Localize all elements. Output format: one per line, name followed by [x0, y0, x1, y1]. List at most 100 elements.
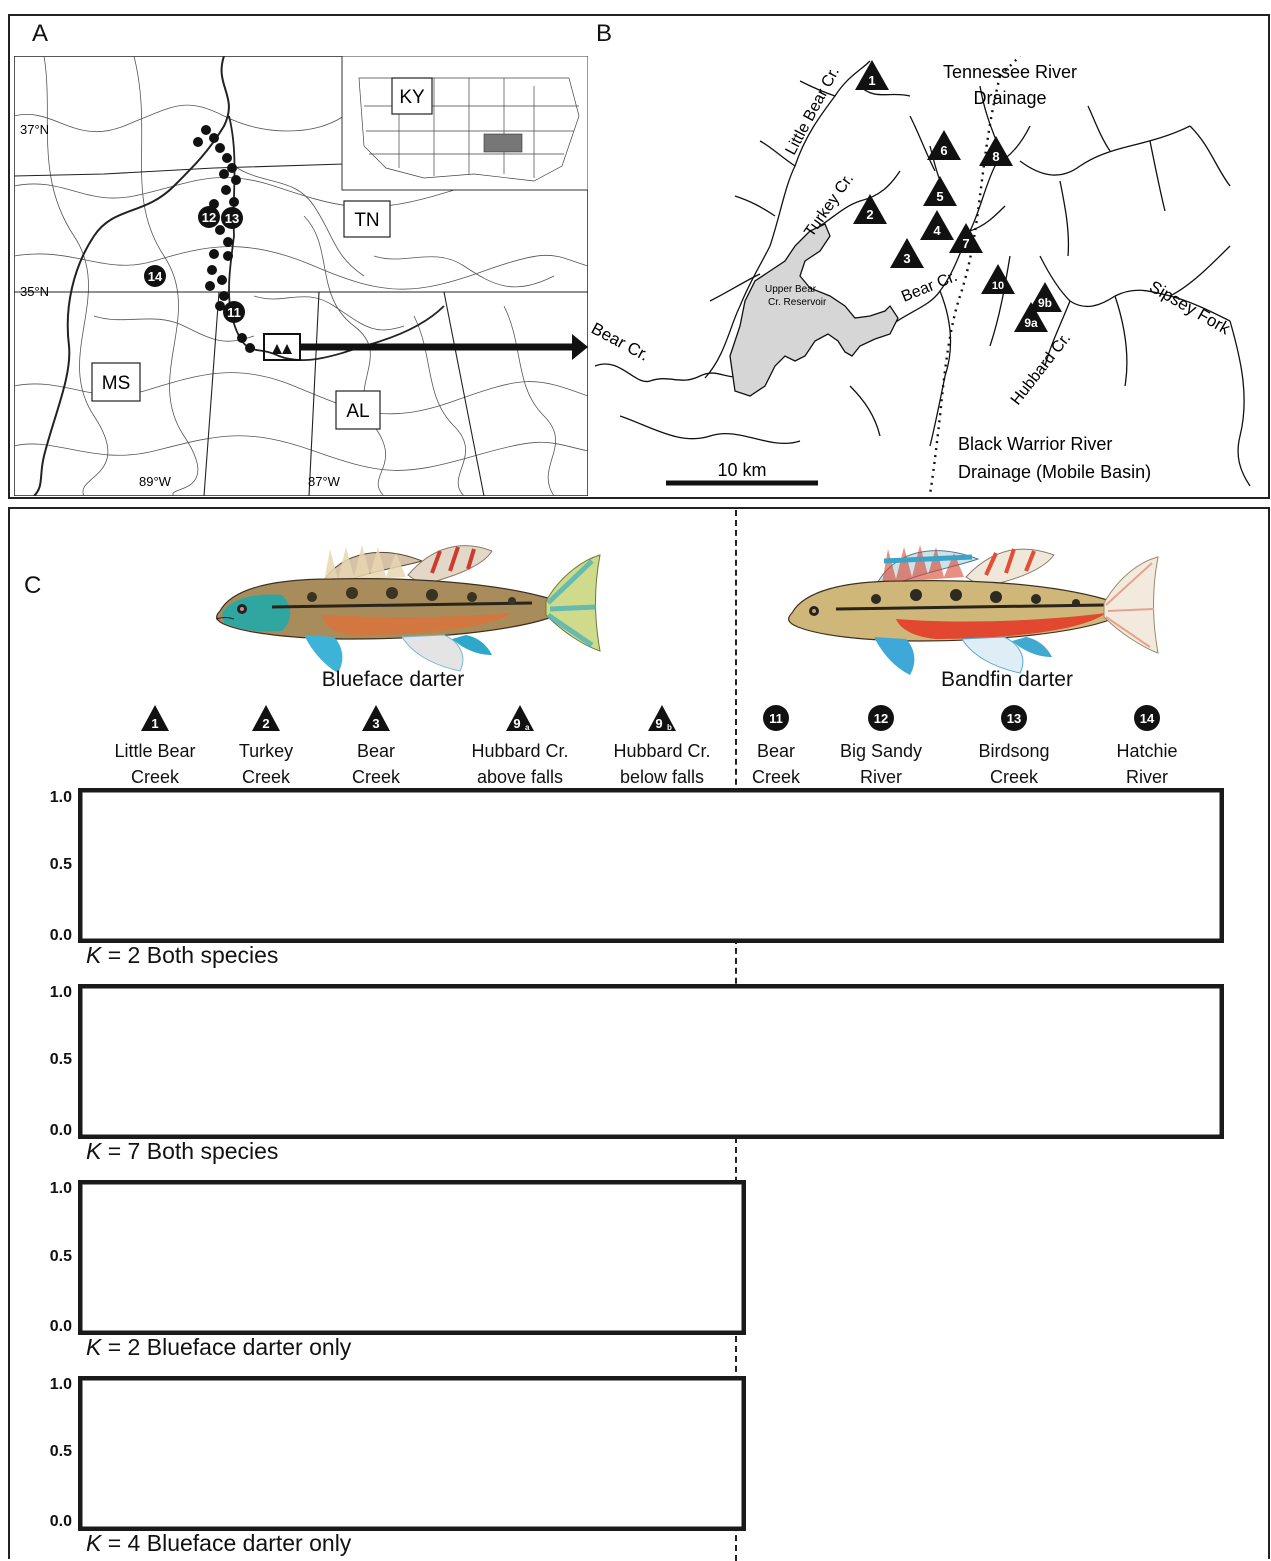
- structure-plot-k4-blueface: [78, 1376, 746, 1531]
- svg-text:1: 1: [868, 73, 875, 88]
- structure-panel-frame: [8, 507, 1270, 1559]
- population-label-11: Bear Creek: [701, 738, 851, 790]
- svg-text:5: 5: [936, 189, 943, 204]
- scale-label: 10 km: [717, 460, 766, 480]
- svg-text:b: b: [667, 723, 672, 732]
- lon-87-label: 87°W: [308, 474, 341, 489]
- population-marker-12: 12: [866, 704, 896, 737]
- river-network: [14, 56, 588, 496]
- population-marker-13: 13: [999, 704, 1029, 737]
- population-label-line2: River: [1125, 767, 1168, 787]
- state-ky: KY: [399, 87, 425, 108]
- population-label-line1: Turkey: [238, 741, 294, 761]
- population-label-line2: Creek: [989, 767, 1038, 787]
- ytick-4-mid: 0.5: [49, 1443, 72, 1460]
- blueface-darter-label: Blueface darter: [321, 668, 465, 691]
- svg-text:10: 10: [992, 280, 1004, 292]
- population-label-line1: Bear: [356, 741, 396, 761]
- map-panel-frame: [8, 14, 1270, 499]
- stream-network: [594, 60, 1251, 487]
- little-bear-cr-label: Little Bear Cr.: [783, 64, 844, 158]
- population-label-9a: Hubbard Cr. above falls: [445, 738, 595, 790]
- ytick-2-bot: 0.0: [49, 1122, 72, 1139]
- plot-frame: [78, 1180, 746, 1335]
- population-label-line1: Birdsong: [978, 741, 1050, 761]
- ytick-1-mid: 0.5: [49, 856, 72, 873]
- population-label-line1: Little Bear: [114, 741, 196, 761]
- caption-k7-both: K = 7 Both species: [86, 1138, 279, 1164]
- structure-plot-k7-both: [78, 984, 1224, 1139]
- population-marker-3: 3: [361, 704, 391, 737]
- lat-37-label: 37°N: [20, 122, 49, 137]
- study-area-highlight: [483, 133, 523, 153]
- ytick-3-bot: 0.0: [49, 1318, 72, 1335]
- state-label-boxes: [91, 77, 433, 430]
- population-label-line1: Hatchie: [1116, 741, 1178, 761]
- panel-label-a: A: [32, 20, 49, 47]
- svg-text:7: 7: [962, 236, 969, 251]
- ytick-4-bot: 0.0: [49, 1513, 72, 1530]
- regional-map: 12 13 14 11 KY TN MS AL 37°N 35°N 89°W 8…: [14, 56, 588, 496]
- us-inset-outline: [358, 77, 580, 182]
- site-11-label: 11: [227, 305, 241, 320]
- population-label-line2: below falls: [619, 767, 705, 787]
- state-tn: TN: [354, 210, 379, 231]
- population-marker-14: 14: [1132, 704, 1162, 737]
- population-label-3: Bear Creek: [301, 738, 451, 790]
- population-label-line1: Hubbard Cr.: [613, 741, 711, 761]
- reservoir-label-1: Upper Bear: [765, 284, 817, 295]
- population-marker-1: 1: [140, 704, 170, 737]
- ytick-3-top: 1.0: [49, 1180, 72, 1197]
- sipsey-fork-label: Sipsey Fork: [1146, 277, 1234, 339]
- svg-text:14: 14: [1140, 711, 1155, 726]
- caption-k4-blueface: K = 4 Blueface darter only: [86, 1530, 352, 1556]
- population-label-12: Big Sandy River: [806, 738, 956, 790]
- ytick-2-mid: 0.5: [49, 1051, 72, 1068]
- site-dots: [193, 125, 255, 353]
- panel-label-b: B: [596, 20, 613, 47]
- population-label-13: Birdsong Creek: [939, 738, 1089, 790]
- svg-text:9a: 9a: [1024, 316, 1038, 330]
- svg-text:12: 12: [874, 711, 888, 726]
- population-label-line2: Creek: [130, 767, 179, 787]
- svg-text:1: 1: [151, 716, 158, 731]
- study-area-box: [263, 333, 301, 361]
- population-label-line2: Creek: [751, 767, 800, 787]
- study-area-map: 10 km Little Bear Cr. Turkey Cr. Upper B…: [590, 56, 1251, 494]
- panel-label-c: C: [24, 572, 42, 599]
- svg-text:8: 8: [992, 149, 999, 164]
- blueface-darter-illustration: [215, 545, 601, 673]
- svg-text:9: 9: [513, 716, 520, 731]
- population-label-2: Turkey Creek: [191, 738, 341, 790]
- population-label-line2: Creek: [241, 767, 290, 787]
- svg-text:2: 2: [866, 207, 873, 222]
- plot-frame: [78, 984, 1224, 1139]
- black-warrior-line2: Drainage (Mobile Basin): [958, 462, 1151, 482]
- population-marker-11: 11: [761, 704, 791, 737]
- population-label-line2: River: [859, 767, 902, 787]
- site-14-label: 14: [148, 269, 163, 284]
- caption-k2-blueface: K = 2 Blueface darter only: [86, 1334, 352, 1360]
- bear-cr-right-label: Bear Cr.: [899, 268, 960, 306]
- structure-plot-k2-both: [78, 788, 1224, 943]
- black-warrior-line1: Black Warrior River: [958, 434, 1112, 454]
- ytick-1-bot: 0.0: [49, 927, 72, 944]
- population-label-line1: Big Sandy: [839, 741, 923, 761]
- population-label-line2: above falls: [476, 767, 564, 787]
- state-ms: MS: [102, 373, 131, 394]
- svg-text:11: 11: [769, 711, 783, 726]
- map-b-site-markers: 1 2 3 4 5 6 7 8 9a 9b 10: [853, 60, 1062, 332]
- upper-bear-creek-reservoir: [729, 223, 899, 397]
- site-12-label: 12: [202, 210, 216, 225]
- svg-text:13: 13: [1007, 711, 1021, 726]
- tennessee-black-warrior-divide: [928, 75, 1002, 494]
- population-label-9b: Hubbard Cr. below falls: [587, 738, 737, 790]
- svg-text:9b: 9b: [1038, 296, 1052, 310]
- ytick-2-top: 1.0: [49, 984, 72, 1001]
- bandfin-darter-label: Bandfin darter: [941, 668, 1073, 691]
- bear-cr-left-label: Bear Cr.: [590, 319, 652, 365]
- map-a-site-markers: 12 13 14 11: [144, 206, 245, 323]
- zoom-arrow-head: [572, 334, 588, 360]
